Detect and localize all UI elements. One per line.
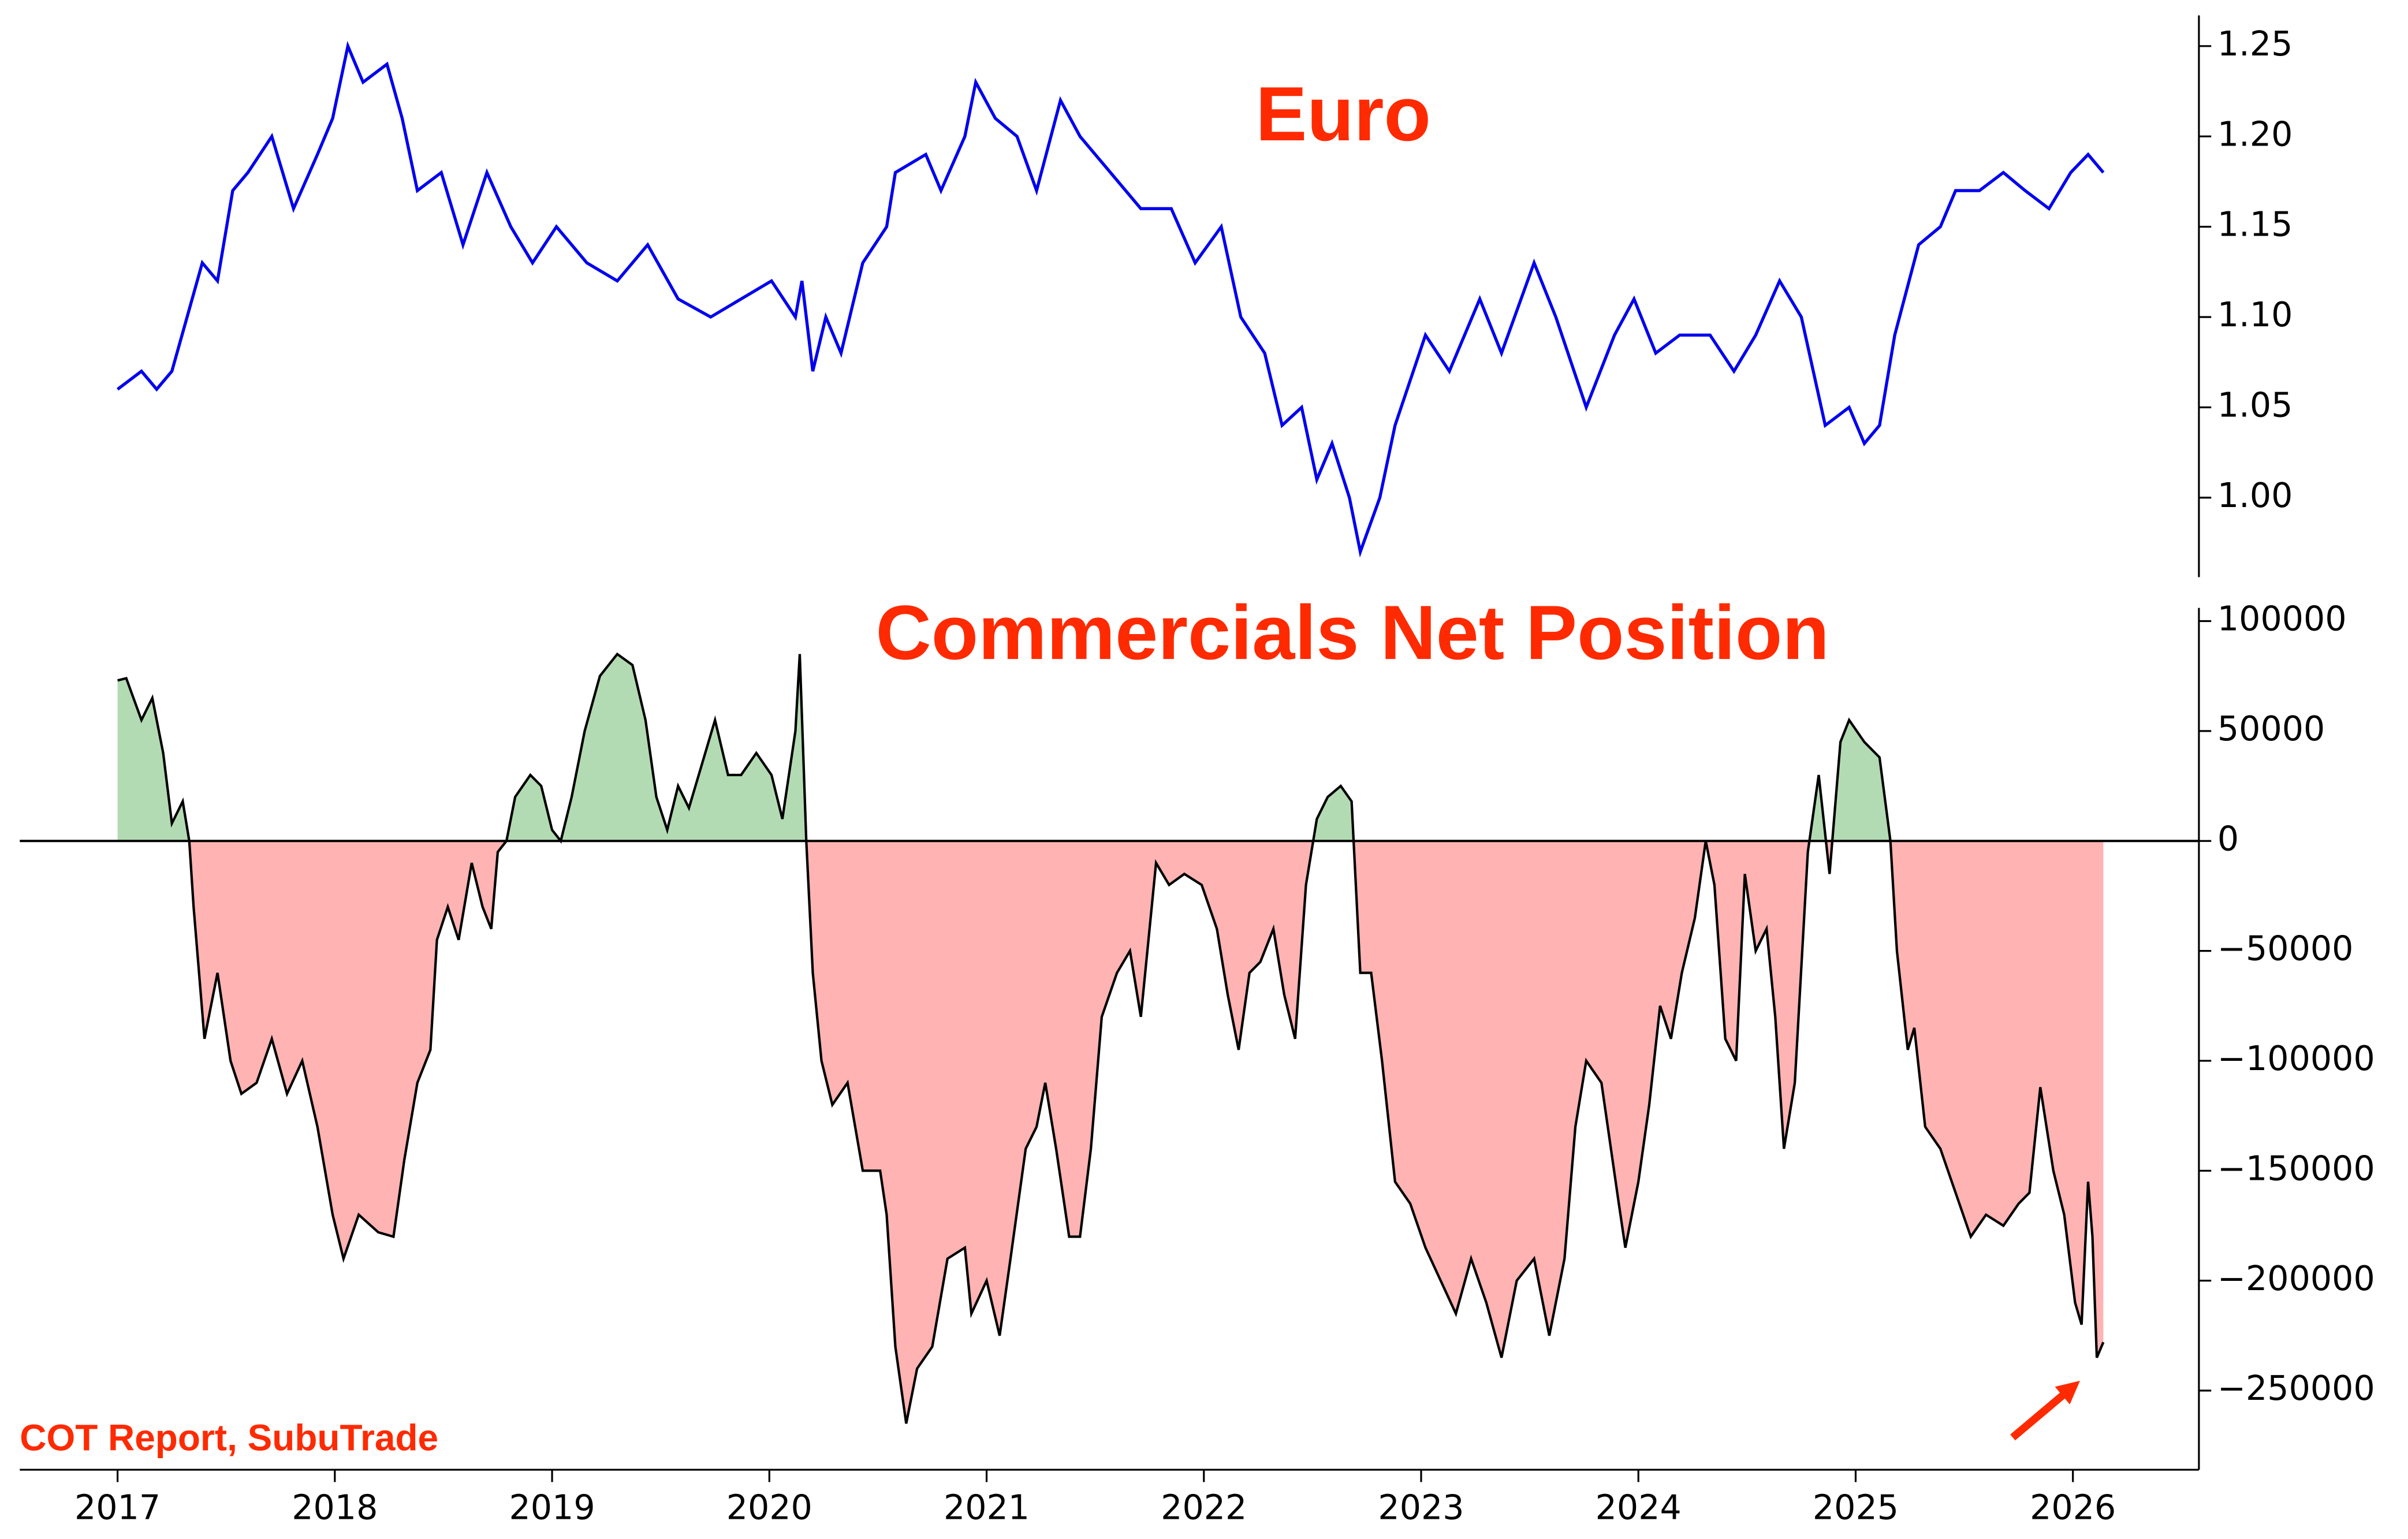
x-tick-label: 2022	[1161, 1488, 1247, 1527]
x-tick-label: 2025	[1813, 1488, 1899, 1527]
y-tick-label: −200000	[2217, 1259, 2375, 1298]
y-tick-label: 1.00	[2217, 476, 2293, 515]
price-line	[116, 40, 2105, 558]
y-tick-label: −50000	[2217, 929, 2354, 968]
y-tick-label: 100000	[2217, 599, 2347, 639]
x-tick-label: 2019	[509, 1488, 595, 1527]
x-tick-label: 2018	[292, 1488, 378, 1527]
area-below	[117, 841, 2104, 1424]
x-tick-label: 2017	[74, 1488, 161, 1527]
x-tick-label: 2023	[1378, 1488, 1464, 1527]
chart-title: Euro	[1255, 71, 1431, 157]
y-tick-label: −100000	[2217, 1039, 2375, 1078]
position-line	[117, 652, 2105, 1424]
x-tick-label: 2024	[1596, 1488, 1682, 1527]
x-tick-label: 2020	[726, 1488, 812, 1527]
y-tick-label: 1.05	[2217, 385, 2293, 424]
y-tick-label: 1.15	[2217, 205, 2293, 244]
source: COT Report, SubuTrade	[20, 1417, 438, 1458]
y-tick-label: 1.20	[2217, 114, 2293, 154]
y-tick-label: 1.10	[2217, 295, 2293, 334]
x-tick-label: 2021	[944, 1488, 1030, 1527]
y-tick-label: 1.25	[2217, 24, 2293, 64]
arrow	[2010, 1380, 2081, 1441]
chart-title: Commercials Net Position	[876, 590, 1829, 676]
y-tick-label: −150000	[2217, 1149, 2375, 1188]
y-tick-label: 0	[2217, 819, 2239, 858]
y-tick-label: −250000	[2217, 1369, 2375, 1408]
y-tick-label: 50000	[2217, 709, 2325, 748]
x-tick-label: 2026	[2030, 1488, 2116, 1527]
